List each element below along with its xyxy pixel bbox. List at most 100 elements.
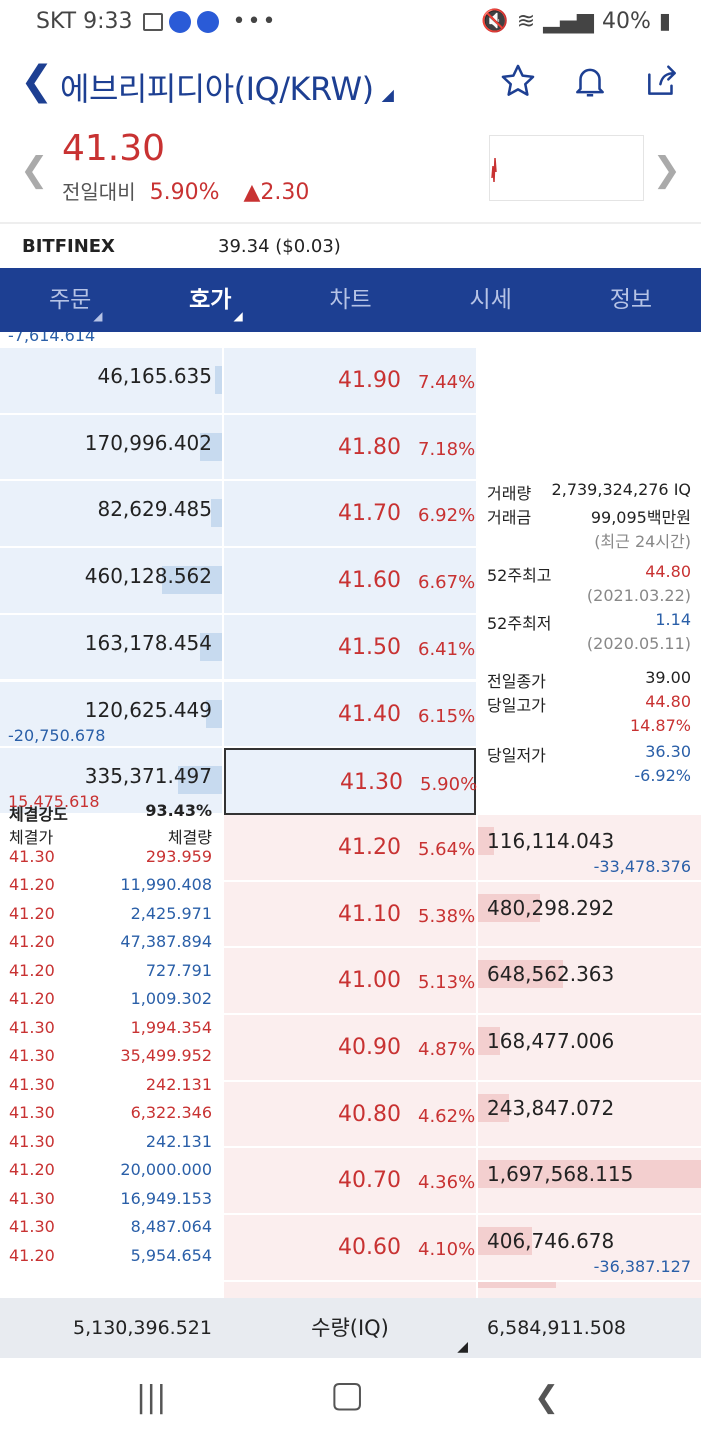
- exchange-row: BITFINEX 39.34 ($0.03): [0, 224, 701, 268]
- tab-market[interactable]: 시세: [421, 268, 561, 332]
- prev-coin-icon[interactable]: ❮: [20, 150, 49, 190]
- ask-volume-bar: [162, 566, 222, 595]
- trade-row: 41.30 35,499.952: [0, 1046, 222, 1075]
- ask-price-cell[interactable]: 41.90 7.44%: [224, 348, 476, 415]
- ask-price-cell[interactable]: 41.60 6.67%: [224, 548, 476, 615]
- ask-price: 41.80: [338, 434, 401, 460]
- ask-volume-bar: [215, 366, 222, 394]
- ask-price-cell[interactable]: 41.50 6.41%: [224, 614, 476, 682]
- unit-label: 수량(IQ): [311, 1316, 389, 1340]
- ask-qty: 120,625.449: [84, 697, 212, 722]
- battery-level: 40%: [601, 9, 651, 34]
- bid-qty-cell[interactable]: 406,746.678 -36,387.127: [478, 1215, 701, 1282]
- ask-price: 41.50: [338, 634, 401, 660]
- bid-qty: 168,477.006: [487, 1029, 615, 1053]
- ask-delta: 15,475.618: [8, 792, 100, 812]
- ask-price-cell[interactable]: 41.30 5.90%: [224, 748, 477, 815]
- next-coin-icon[interactable]: ❯: [652, 150, 682, 190]
- bid-qty-cell[interactable]: 116,114.043 -33,478.376: [478, 814, 701, 882]
- ask-pct: 7.44%: [418, 372, 476, 393]
- bid-pct: 5.38%: [418, 905, 476, 927]
- trade-row: 41.20 2,425.971: [0, 904, 222, 933]
- recent-trades: 체결강도 93.43% 체결가 체결량 41.30 293.959 41.20 11,…: [0, 800, 222, 1287]
- ask-price-cell[interactable]: 41.70 6.92%: [224, 481, 476, 549]
- tab-order[interactable]: 주문 ◢: [0, 268, 140, 332]
- ask-pct: 7.18%: [418, 438, 476, 460]
- trade-row: 41.20 5,954.654: [0, 1246, 222, 1275]
- share-icon[interactable]: [643, 62, 681, 100]
- trade-qty: 2,425.971: [130, 903, 212, 923]
- bid-pct: 5.64%: [418, 838, 476, 860]
- trade-price: 41.20: [9, 875, 55, 895]
- app-notification-icon-2: [196, 11, 219, 33]
- ask-price: 41.90: [338, 368, 401, 393]
- up-triangle-icon: ▲: [243, 180, 261, 205]
- trade-qty: 8,487.064: [130, 1217, 212, 1237]
- ask-pct: 6.67%: [418, 572, 476, 594]
- info-recent: (최근 24시간): [594, 532, 691, 551]
- ask-price-cell[interactable]: 41.80 7.18%: [224, 414, 476, 482]
- bell-icon[interactable]: [571, 62, 609, 100]
- ask-volume-bar: [206, 699, 222, 728]
- tab-info[interactable]: 정보: [561, 268, 701, 332]
- bid-price-cell[interactable]: 40.90 4.87%: [224, 1015, 476, 1082]
- trade-price: 41.20: [9, 1245, 55, 1265]
- app-header: ❮ 에브리피디아(IQ/KRW) ◢: [0, 50, 701, 120]
- bid-price: 40.60: [338, 1235, 401, 1261]
- bid-qty-cell[interactable]: 480,298.292: [478, 881, 701, 949]
- trade-qty: 11,990.408: [120, 875, 212, 895]
- mini-chart-line: [491, 157, 497, 183]
- info-day-high-label: 당일고가: [487, 696, 546, 715]
- unit-selector[interactable]: 수량(IQ) ◢: [224, 1298, 476, 1358]
- strength-value: 93.43%: [145, 800, 212, 820]
- ask-qty-cell[interactable]: 82,629.485: [0, 481, 222, 549]
- trade-price-header: 체결가: [9, 827, 54, 847]
- bid-qty-cell[interactable]: 1,697,568.115: [478, 1148, 701, 1216]
- trade-price: 41.20: [9, 903, 55, 923]
- ask-qty-cell[interactable]: 335,371.497 15,475.618: [0, 748, 222, 815]
- tab-chart-label: 차트: [329, 287, 372, 313]
- bid-price-cell[interactable]: 40.60 4.10%: [224, 1215, 476, 1282]
- bid-volume-bar: [478, 1227, 532, 1256]
- ask-qty-cell[interactable]: 460,128.562: [0, 548, 222, 615]
- ask-pct: 6.92%: [418, 505, 476, 527]
- bid-qty-cell[interactable]: 243,847.072: [478, 1081, 701, 1149]
- ask-price-cell[interactable]: 41.40 6.15%: [224, 681, 476, 749]
- trade-qty: 1,994.354: [130, 1017, 212, 1037]
- bid-price-cell[interactable]: 41.20 5.64%: [224, 814, 476, 882]
- bid-price-cell[interactable]: 40.80 4.62%: [224, 1081, 476, 1149]
- tab-orderbook-label: 호가: [189, 287, 232, 313]
- bid-pct: 4.62%: [418, 1105, 476, 1127]
- bid-pct: 4.87%: [418, 1039, 476, 1060]
- ask-qty-cell[interactable]: 170,996.402: [0, 414, 222, 482]
- trade-price: 41.30: [9, 1131, 55, 1151]
- bid-price-cell[interactable]: 41.10 5.38%: [224, 881, 476, 949]
- info-day-low: 36.30: [645, 742, 691, 761]
- back-icon[interactable]: ❮: [20, 58, 54, 104]
- recent-apps-icon[interactable]: |||: [136, 1380, 167, 1415]
- coin-title[interactable]: 에브리피디아(IQ/KRW) ◢: [60, 64, 394, 110]
- mini-chart[interactable]: [489, 135, 644, 201]
- bid-qty-cell[interactable]: 648,562.363: [478, 948, 701, 1015]
- tab-orderbook[interactable]: 호가 ◢: [140, 268, 280, 332]
- more-notifications-icon: •••: [232, 9, 278, 34]
- home-icon[interactable]: ▢: [330, 1374, 365, 1415]
- order-book: -7,614.614 46,165.635 41.90 7.44% 170,996.4…: [0, 332, 701, 1298]
- ask-qty-cell[interactable]: 120,625.449 -20,750.678: [0, 681, 222, 749]
- tab-chart[interactable]: 차트: [280, 268, 420, 332]
- bid-qty-cell[interactable]: 168,477.006: [478, 1015, 701, 1082]
- bid-pct: 4.36%: [418, 1172, 476, 1194]
- trade-price: 41.20: [9, 960, 55, 980]
- bid-price-cell[interactable]: 40.70 4.36%: [224, 1148, 476, 1216]
- bid-price: 40.90: [338, 1035, 401, 1060]
- star-icon[interactable]: [499, 62, 537, 100]
- trade-row: 41.30 1,994.354: [0, 1018, 222, 1047]
- trade-row: 41.20 1,009.302: [0, 989, 222, 1018]
- ask-qty: 82,629.485: [97, 497, 212, 522]
- back-nav-icon[interactable]: ❮: [534, 1380, 560, 1415]
- bid-price-cell[interactable]: 41.00 5.13%: [224, 948, 476, 1015]
- trade-price: 41.20: [9, 1160, 55, 1180]
- trade-qty: 5,954.654: [130, 1245, 212, 1265]
- ask-qty-cell[interactable]: 46,165.635: [0, 348, 222, 415]
- ask-qty-cell[interactable]: 163,178.454: [0, 614, 222, 682]
